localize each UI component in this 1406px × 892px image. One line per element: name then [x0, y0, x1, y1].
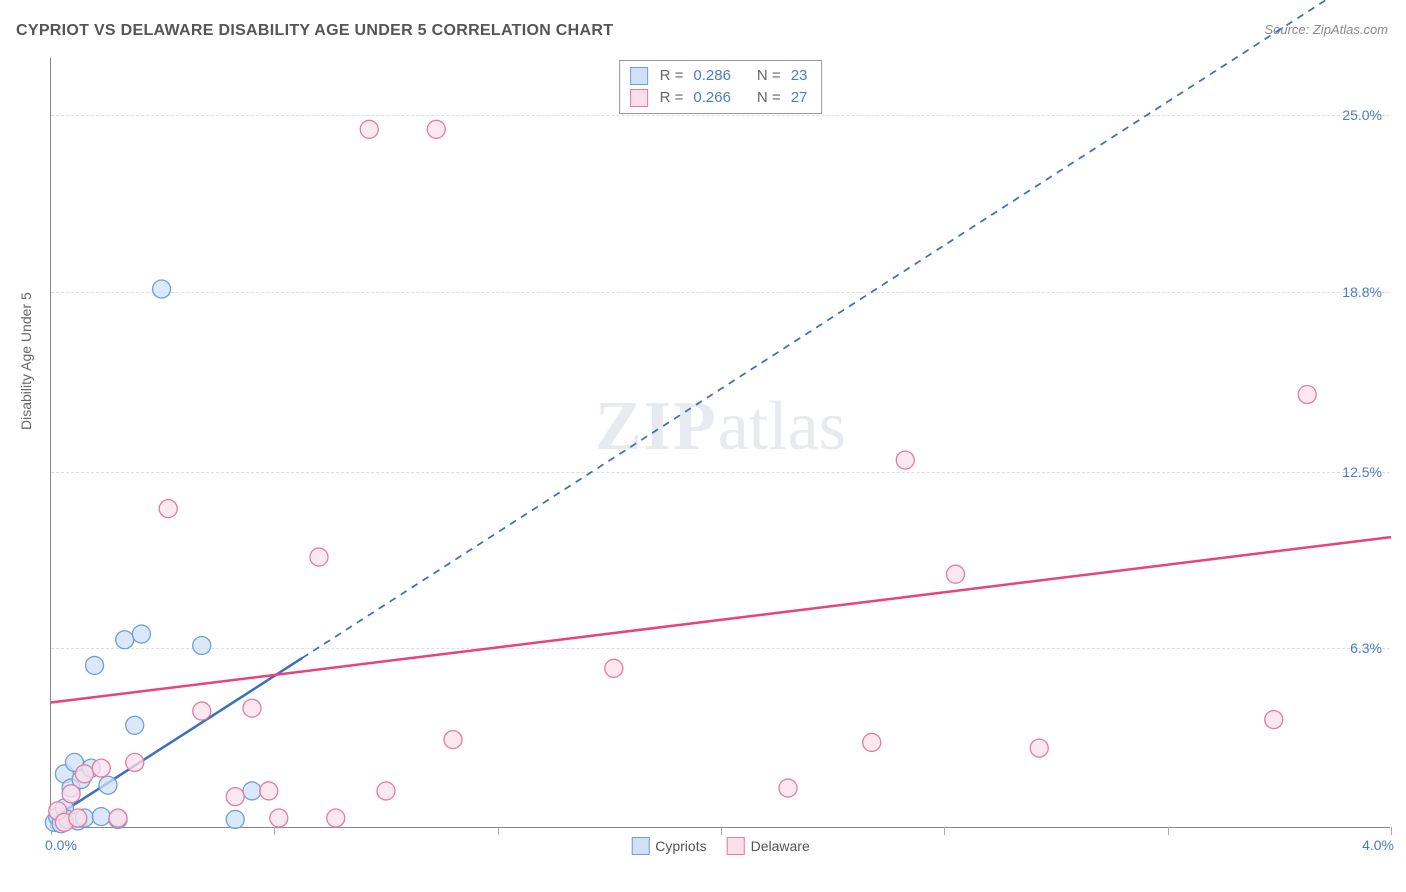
data-point [193, 702, 211, 720]
data-point [126, 716, 144, 734]
data-point [92, 808, 110, 826]
data-point [377, 782, 395, 800]
data-point [1298, 386, 1316, 404]
data-point [243, 782, 261, 800]
data-point [444, 731, 462, 749]
legend-swatch [630, 67, 648, 85]
data-point [360, 120, 378, 138]
data-point [896, 451, 914, 469]
chart-container: CYPRIOT VS DELAWARE DISABILITY AGE UNDER… [0, 0, 1406, 892]
y-tick-label: 18.8% [1342, 284, 1382, 300]
data-point [76, 765, 94, 783]
data-point [159, 500, 177, 518]
data-point [1265, 711, 1283, 729]
data-point [62, 785, 80, 803]
stat-r-label: R = [660, 87, 684, 109]
data-point [153, 280, 171, 298]
data-point [132, 625, 150, 643]
y-tick-label: 25.0% [1342, 107, 1382, 123]
x-tick-mark [274, 827, 275, 835]
data-point [863, 733, 881, 751]
data-point [947, 565, 965, 583]
data-point [109, 809, 127, 827]
data-point [260, 782, 278, 800]
stat-n-value: 27 [791, 87, 808, 109]
stat-n-value: 23 [791, 65, 808, 87]
data-point [99, 776, 117, 794]
chart-title: CYPRIOT VS DELAWARE DISABILITY AGE UNDER… [16, 22, 613, 40]
legend-swatch [631, 837, 649, 855]
data-point [226, 788, 244, 806]
data-point [270, 809, 288, 827]
data-point [69, 809, 87, 827]
stat-n-label: N = [757, 65, 781, 87]
x-tick-mark [721, 827, 722, 835]
legend-item: Cypriots [631, 837, 706, 855]
trend-line-dashed [302, 0, 1391, 658]
data-point [226, 810, 244, 828]
data-point [327, 809, 345, 827]
series-legend: Cypriots Delaware [631, 837, 810, 855]
y-axis-label: Disability Age Under 5 [18, 292, 34, 430]
x-tick-mark [498, 827, 499, 835]
stat-n-label: N = [757, 87, 781, 109]
data-point [310, 548, 328, 566]
x-min-label: 0.0% [45, 837, 77, 853]
data-point [86, 656, 104, 674]
source-attribution: Source: ZipAtlas.com [1264, 22, 1388, 37]
stat-r-value: 0.266 [693, 87, 731, 109]
x-tick-mark [1168, 827, 1169, 835]
stats-legend-row: R = 0.266 N = 27 [630, 87, 808, 109]
data-point [92, 759, 110, 777]
legend-swatch [630, 89, 648, 107]
stat-r-label: R = [660, 65, 684, 87]
data-point [193, 636, 211, 654]
stat-r-value: 0.286 [693, 65, 731, 87]
data-point [779, 779, 797, 797]
x-tick-mark [944, 827, 945, 835]
legend-item: Delaware [727, 837, 810, 855]
scatter-svg [51, 58, 1390, 827]
plot-area: ZIPatlas R =0.286N =23R =0.266N =27 6.3%… [50, 58, 1390, 828]
x-tick-mark [1391, 827, 1392, 835]
y-tick-label: 6.3% [1350, 640, 1382, 656]
trend-line [51, 537, 1391, 702]
data-point [427, 120, 445, 138]
y-tick-label: 12.5% [1342, 464, 1382, 480]
data-point [243, 699, 261, 717]
legend-swatch [727, 837, 745, 855]
data-point [605, 659, 623, 677]
stats-legend: R = 0.286 N = 23 R = 0.266 N = 27 [619, 60, 823, 114]
stats-legend-row: R = 0.286 N = 23 [630, 65, 808, 87]
x-max-label: 4.0% [1362, 837, 1394, 853]
legend-label: Delaware [751, 838, 810, 854]
legend-label: Cypriots [655, 838, 706, 854]
data-point [1030, 739, 1048, 757]
data-point [126, 753, 144, 771]
data-point [116, 631, 134, 649]
